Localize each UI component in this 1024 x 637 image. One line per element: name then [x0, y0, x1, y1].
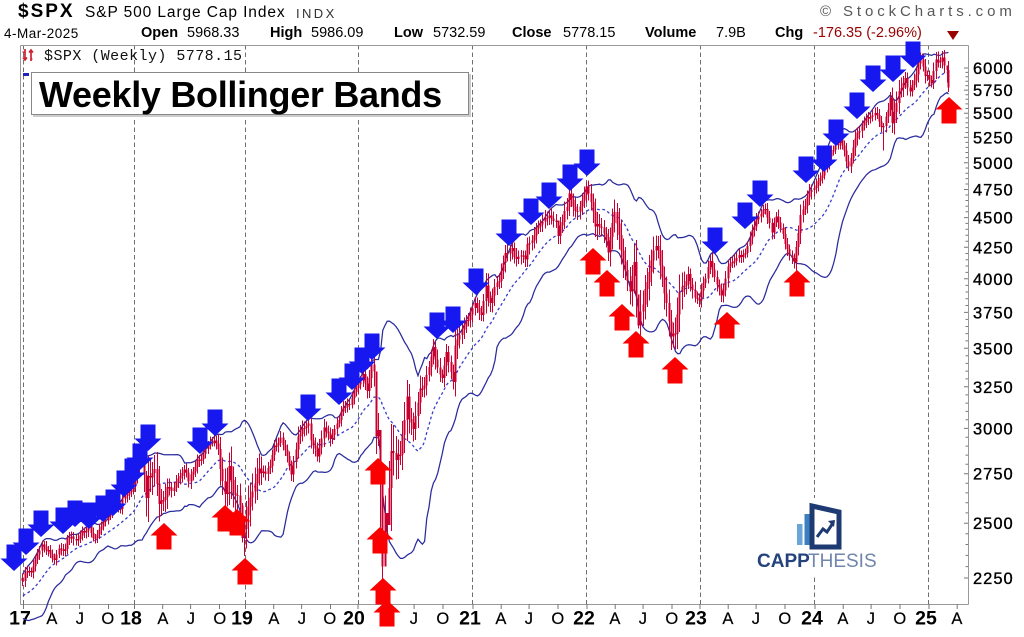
- svg-text:5750: 5750: [973, 82, 1014, 100]
- svg-text:23: 23: [685, 608, 707, 630]
- svg-text:6000: 6000: [973, 60, 1014, 78]
- svg-text:O: O: [551, 610, 564, 628]
- svg-text:A: A: [722, 610, 733, 628]
- svg-text:J: J: [187, 610, 196, 628]
- svg-text:20: 20: [343, 608, 365, 630]
- svg-text:A: A: [951, 610, 962, 628]
- svg-text:J: J: [410, 610, 419, 628]
- svg-text:3750: 3750: [973, 304, 1014, 322]
- svg-text:J: J: [76, 610, 85, 628]
- svg-text:4750: 4750: [973, 182, 1014, 200]
- svg-text:4500: 4500: [973, 210, 1014, 228]
- svg-text:4000: 4000: [973, 271, 1014, 289]
- svg-text:5500: 5500: [973, 105, 1014, 123]
- svg-text:A: A: [837, 610, 848, 628]
- svg-text:THESIS: THESIS: [808, 551, 877, 572]
- svg-text:J: J: [525, 610, 534, 628]
- svg-text:5250: 5250: [973, 129, 1014, 147]
- svg-text:4250: 4250: [973, 239, 1014, 257]
- svg-text:25: 25: [915, 608, 937, 630]
- svg-text:19: 19: [231, 608, 253, 630]
- svg-text:2500: 2500: [973, 515, 1014, 533]
- svg-text:5000: 5000: [973, 155, 1014, 173]
- svg-text:21: 21: [459, 608, 481, 630]
- svg-text:O: O: [778, 610, 791, 628]
- svg-text:A: A: [157, 610, 168, 628]
- svg-text:3000: 3000: [973, 420, 1014, 438]
- svg-text:18: 18: [120, 608, 142, 630]
- svg-text:O: O: [665, 610, 678, 628]
- svg-text:A: A: [268, 610, 279, 628]
- svg-text:17: 17: [9, 608, 31, 630]
- svg-text:22: 22: [573, 608, 595, 630]
- svg-text:2250: 2250: [973, 570, 1014, 588]
- svg-text:J: J: [298, 610, 307, 628]
- svg-text:O: O: [323, 610, 336, 628]
- svg-text:A: A: [495, 610, 506, 628]
- svg-text:O: O: [893, 610, 906, 628]
- svg-text:J: J: [752, 610, 761, 628]
- svg-text:O: O: [213, 610, 226, 628]
- svg-text:3250: 3250: [973, 379, 1014, 397]
- svg-text:O: O: [436, 610, 449, 628]
- svg-text:CAPP: CAPP: [757, 551, 810, 572]
- svg-text:2750: 2750: [973, 466, 1014, 484]
- svg-text:A: A: [46, 610, 57, 628]
- svg-text:O: O: [101, 610, 114, 628]
- svg-text:3500: 3500: [973, 340, 1014, 358]
- svg-text:J: J: [867, 610, 876, 628]
- svg-text:J: J: [639, 610, 648, 628]
- svg-text:A: A: [609, 610, 620, 628]
- svg-text:24: 24: [801, 608, 823, 630]
